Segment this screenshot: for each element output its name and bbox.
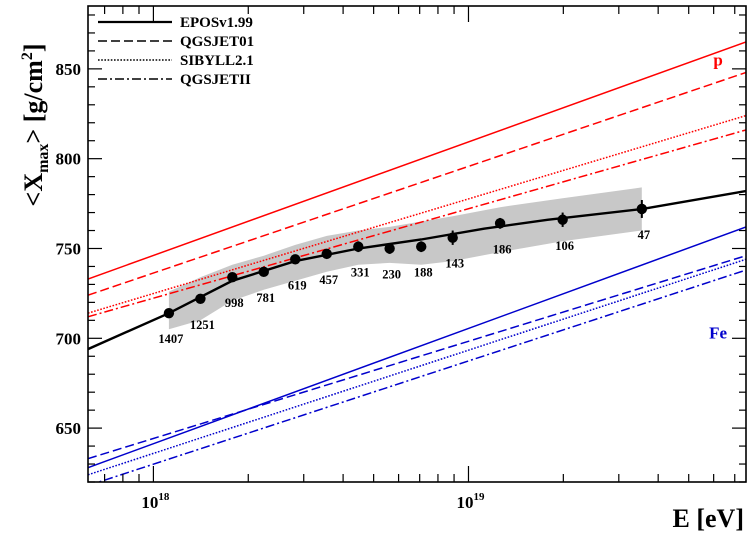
legend-label: SIBYLL2.1 (180, 53, 254, 69)
data-point (163, 307, 175, 319)
event-count-label: 47 (638, 228, 651, 242)
data-point (447, 232, 458, 243)
data-point (494, 218, 506, 229)
x-tick-label-exponent: 19 (473, 491, 485, 503)
event-count-label: 998 (225, 296, 244, 310)
legend-label: QGSJETII (180, 72, 251, 88)
event-count-label: 619 (288, 278, 307, 292)
x-tick-label-base: 10 (141, 493, 158, 512)
model-line-fe-eposv199 (88, 226, 746, 469)
event-count-label: 1251 (190, 318, 215, 332)
event-count-label: 106 (555, 239, 574, 253)
y-tick-label: 700 (56, 329, 82, 348)
data-point (636, 203, 648, 215)
x-tick-label: 1018 (141, 491, 170, 512)
data-point (321, 248, 332, 260)
event-count-label: 188 (414, 266, 433, 280)
data-point (290, 254, 301, 265)
event-count-label: 186 (493, 242, 512, 256)
model-line-fe-qgsjet01 (88, 254, 746, 460)
data-point (227, 272, 238, 283)
model-line-p-eposv199 (88, 41, 746, 280)
model-line-fe-sibyll21 (88, 258, 746, 476)
data-point (384, 243, 395, 254)
model-line-fe-qgsjetii (96, 269, 746, 482)
event-count-label: 331 (351, 266, 370, 280)
y-axis-title-sub: max (35, 144, 52, 173)
event-count-label: 457 (319, 273, 338, 287)
legend-label: EPOSv1.99 (180, 15, 253, 31)
model-line-p-qgsjetii (88, 129, 746, 318)
event-count-label: 230 (382, 267, 401, 281)
event-count-label: 1407 (158, 332, 183, 346)
legend-label: QGSJET01 (180, 34, 254, 50)
y-axis-title: <Xmax> [g/cm2] (19, 44, 52, 207)
x-tick-label-exponent: 18 (158, 491, 170, 503)
event-count-label: 781 (256, 291, 275, 305)
y-tick-label: 800 (56, 150, 82, 169)
model-line-p-qgsjet01 (88, 71, 746, 296)
x-tick-label-base: 10 (456, 493, 473, 512)
data-point (353, 241, 364, 252)
data-point (258, 266, 269, 278)
x-axis-title: E [eV] (673, 504, 744, 533)
plot-frame (87, 5, 747, 483)
y-axis-title-end: ] (19, 44, 48, 53)
model-line-p-sibyll21 (88, 114, 746, 314)
y-tick-label: 750 (56, 239, 82, 258)
x-tick-label: 1019 (456, 491, 485, 512)
annotation-p: p (713, 50, 722, 69)
y-tick-label: 650 (56, 419, 82, 438)
data-point (195, 293, 206, 304)
annotation-fe: Fe (709, 323, 727, 342)
y-axis-title-sup: 2 (19, 52, 36, 60)
data-point (416, 241, 427, 252)
data-point (557, 214, 568, 225)
y-axis-title-main: <X (19, 173, 48, 207)
y-axis-title-tail: > [g/cm (19, 60, 48, 144)
y-tick-label: 850 (56, 60, 82, 79)
event-count-label: 143 (445, 257, 464, 271)
